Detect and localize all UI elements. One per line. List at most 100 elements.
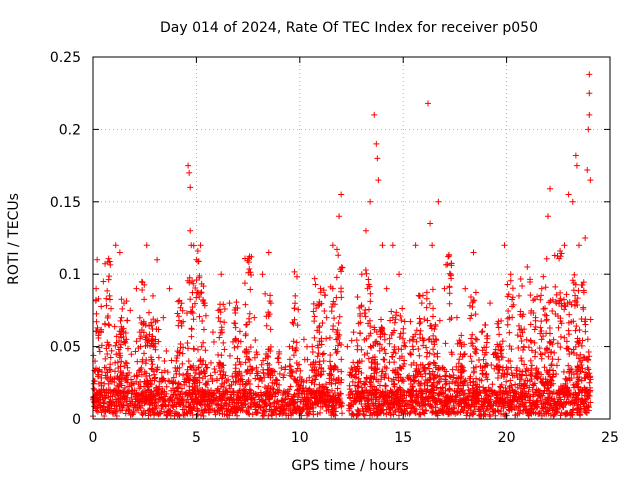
data-point — [575, 389, 582, 396]
data-point — [547, 340, 554, 347]
data-point — [243, 321, 250, 328]
data-point — [259, 271, 266, 278]
data-point — [388, 399, 395, 406]
data-point — [209, 329, 216, 336]
data-point — [330, 375, 337, 382]
data-point — [412, 410, 419, 417]
data-point — [391, 319, 398, 326]
data-point — [495, 324, 502, 331]
data-point — [168, 357, 175, 364]
data-point — [525, 367, 532, 374]
data-point — [242, 381, 249, 388]
data-point — [377, 333, 384, 340]
data-point — [333, 246, 340, 253]
data-point — [102, 372, 109, 379]
data-point — [198, 280, 205, 287]
data-point — [269, 385, 276, 392]
data-point — [557, 344, 564, 351]
data-point — [514, 384, 521, 391]
data-point — [265, 371, 272, 378]
data-point — [561, 242, 568, 249]
data-point — [487, 300, 494, 307]
data-point — [468, 335, 475, 342]
data-point — [509, 285, 516, 292]
data-point — [339, 400, 346, 407]
data-point — [133, 338, 140, 345]
data-point — [270, 367, 277, 374]
data-point — [218, 375, 225, 382]
data-point — [348, 388, 355, 395]
data-point — [551, 252, 558, 259]
data-point — [188, 333, 195, 340]
data-point — [334, 327, 341, 334]
data-point — [139, 287, 146, 294]
data-point — [292, 300, 299, 307]
data-point — [170, 374, 177, 381]
data-point — [571, 297, 578, 304]
data-point — [196, 371, 203, 378]
data-point — [328, 395, 335, 402]
data-point — [385, 375, 392, 382]
data-point — [564, 300, 571, 307]
data-point — [331, 315, 338, 322]
data-point — [334, 348, 341, 355]
data-point — [442, 381, 449, 388]
data-point — [482, 387, 489, 394]
data-point — [531, 353, 538, 360]
data-point — [189, 278, 196, 285]
data-point — [515, 345, 522, 352]
data-point — [101, 320, 108, 327]
data-point — [353, 411, 360, 418]
data-point — [104, 287, 111, 294]
data-point — [413, 394, 420, 401]
data-point — [386, 359, 393, 366]
data-point — [214, 385, 221, 392]
data-point — [179, 360, 186, 367]
data-point — [355, 383, 362, 390]
data-point — [586, 379, 593, 386]
data-point — [455, 385, 462, 392]
data-point — [511, 388, 518, 395]
data-point — [458, 363, 465, 370]
data-point — [388, 404, 395, 411]
data-point — [132, 348, 139, 355]
data-point — [286, 362, 293, 369]
data-point — [391, 327, 398, 334]
data-point — [234, 343, 241, 350]
data-point — [200, 326, 207, 333]
data-point — [141, 281, 148, 288]
data-point — [521, 382, 528, 389]
data-point — [551, 349, 558, 356]
data-point — [568, 349, 575, 356]
data-point — [430, 390, 437, 397]
data-point — [118, 296, 125, 303]
data-point — [197, 356, 204, 363]
data-point — [575, 384, 582, 391]
data-point — [95, 332, 102, 339]
data-point — [149, 325, 156, 332]
data-point — [333, 274, 340, 281]
data-point — [241, 280, 248, 287]
data-point — [569, 198, 576, 205]
data-point — [93, 328, 100, 335]
data-point — [194, 248, 201, 255]
data-point — [519, 283, 526, 290]
data-point — [154, 364, 161, 371]
data-point — [178, 322, 185, 329]
data-point — [311, 381, 318, 388]
data-point — [504, 315, 511, 322]
data-point — [190, 345, 197, 352]
data-point — [232, 309, 239, 316]
data-point — [357, 313, 364, 320]
data-point — [309, 349, 316, 356]
data-point — [581, 318, 588, 325]
data-point — [295, 386, 302, 393]
data-point — [371, 367, 378, 374]
data-point — [371, 111, 378, 118]
data-point — [477, 390, 484, 397]
data-point — [273, 376, 280, 383]
data-point — [554, 399, 561, 406]
data-point — [364, 350, 371, 357]
data-point — [336, 213, 343, 220]
data-point — [575, 287, 582, 294]
